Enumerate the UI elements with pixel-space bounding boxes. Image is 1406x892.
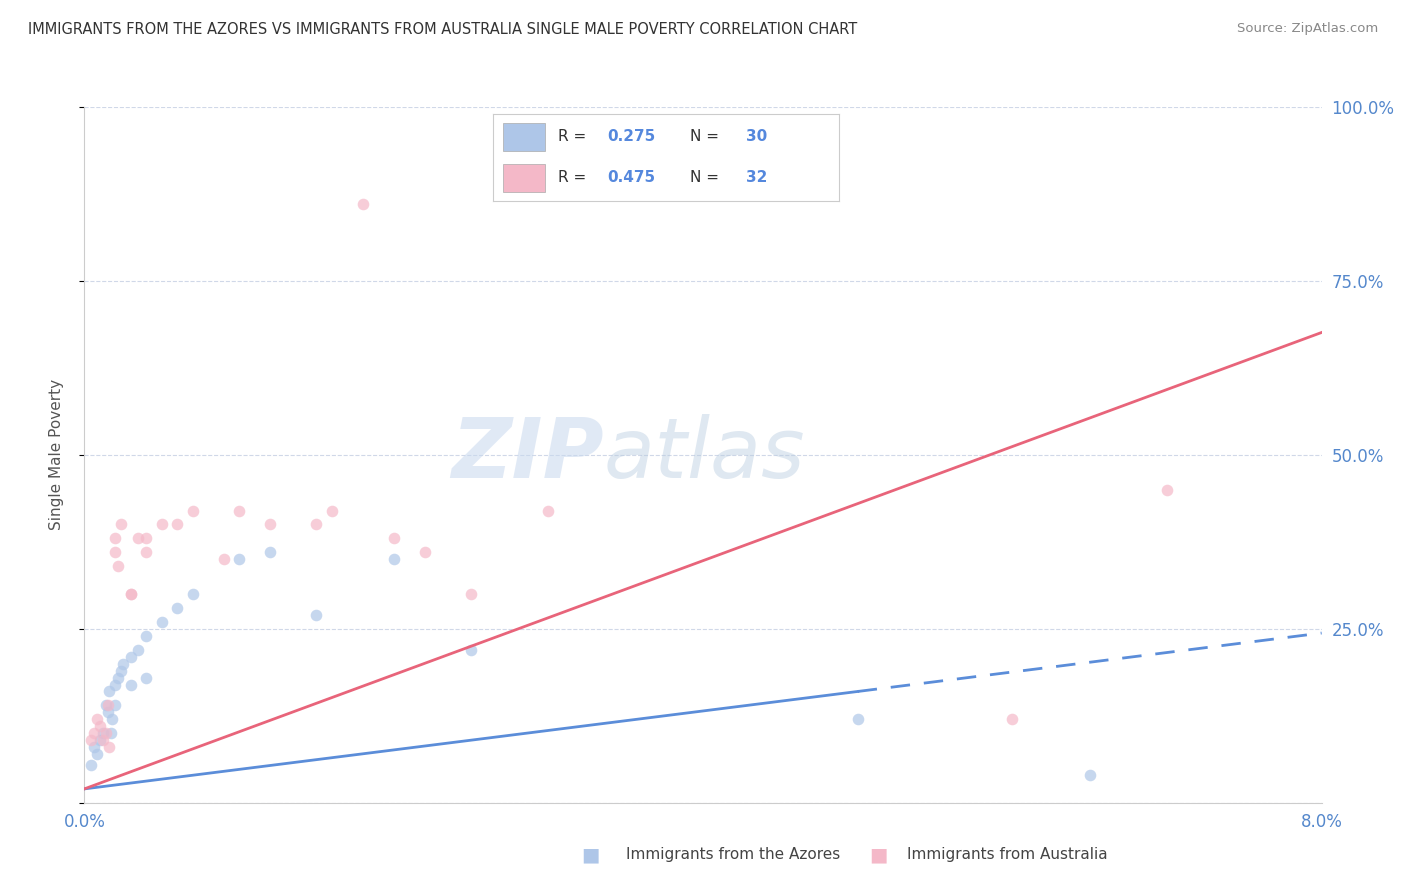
Point [135,671,157,685]
Point [1001,712,1024,726]
Point [104,677,127,691]
Point [166,517,188,532]
Text: ■: ■ [869,845,889,864]
Point [101,712,124,726]
Point [128,642,150,657]
Point [135,545,157,559]
Point [135,532,157,546]
Point [1156,483,1178,497]
Point [86,712,108,726]
Point [94,698,117,713]
Point [83,740,105,755]
Point [96,698,120,713]
Point [98,684,121,698]
Point [91,733,114,747]
Point [96,706,120,720]
Point [100,726,122,740]
Point [259,517,281,532]
Point [89,719,111,733]
Point [104,545,127,559]
Point [107,559,129,574]
Point [1078,768,1101,782]
Text: ZIP: ZIP [451,415,605,495]
Point [120,649,142,664]
Point [228,552,250,566]
Text: atlas: atlas [605,415,806,495]
Point [120,677,142,691]
Point [89,733,111,747]
Point [460,587,482,601]
Point [98,740,121,755]
Point [846,712,869,726]
Point [79,733,101,747]
Point [104,532,127,546]
Point [413,545,436,559]
Point [112,657,135,671]
Point [305,607,328,622]
Point [537,503,560,517]
Point [352,197,374,211]
Point [128,532,150,546]
Point [305,517,328,532]
Point [110,664,132,678]
Point [107,671,129,685]
Point [120,587,142,601]
Point [94,726,117,740]
Text: IMMIGRANTS FROM THE AZORES VS IMMIGRANTS FROM AUSTRALIA SINGLE MALE POVERTY CORR: IMMIGRANTS FROM THE AZORES VS IMMIGRANTS… [28,22,858,37]
Point [181,503,204,517]
Text: Immigrants from Australia: Immigrants from Australia [907,847,1108,862]
Point [259,545,281,559]
Point [91,726,114,740]
Text: ■: ■ [581,845,600,864]
Point [120,587,142,601]
Point [150,517,173,532]
Point [382,532,405,546]
Point [86,747,108,761]
Y-axis label: Single Male Poverty: Single Male Poverty [49,379,63,531]
Point [79,757,101,772]
Text: Source: ZipAtlas.com: Source: ZipAtlas.com [1237,22,1378,36]
Point [104,698,127,713]
Point [150,615,173,629]
Point [460,642,482,657]
Point [212,552,235,566]
Point [166,601,188,615]
Point [228,503,250,517]
Point [83,726,105,740]
Point [110,517,132,532]
Point [382,552,405,566]
Point [135,629,157,643]
Text: Immigrants from the Azores: Immigrants from the Azores [626,847,839,862]
Point [321,503,343,517]
Point [181,587,204,601]
